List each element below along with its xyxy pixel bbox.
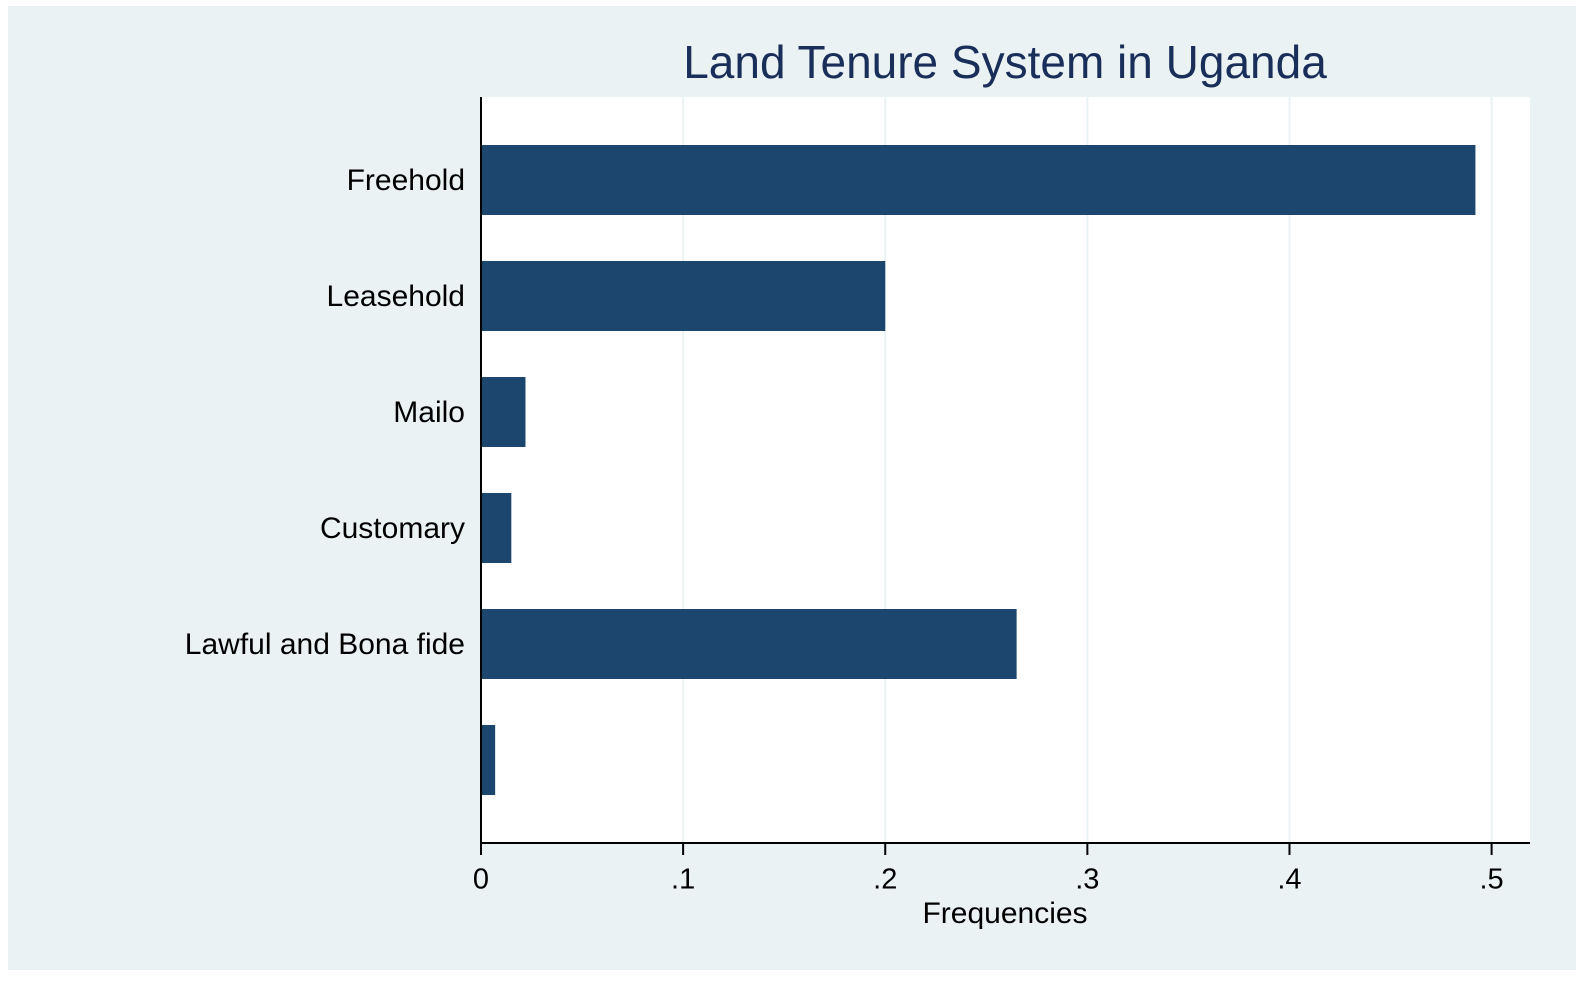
x-axis-label: Frequencies [922, 897, 1087, 930]
y-tick-label: Mailo [393, 396, 465, 429]
y-tick-label: Customary [320, 512, 465, 545]
x-tick-label: .1 [671, 864, 695, 896]
bar [481, 725, 496, 795]
bar [481, 145, 1476, 215]
x-tick-label: .3 [1075, 864, 1099, 896]
y-tick-label: Lawful and Bona fide [185, 628, 465, 661]
bar [481, 493, 512, 563]
bar [481, 609, 1017, 679]
x-tick-label: .2 [873, 864, 897, 896]
x-tick-label: .5 [1480, 864, 1504, 896]
y-tick-label: Leasehold [327, 280, 465, 313]
plot-area [481, 97, 1530, 843]
y-tick-label: Freehold [347, 164, 465, 197]
x-tick-label: 0 [473, 864, 489, 896]
bar [481, 261, 886, 331]
x-tick-label: .4 [1277, 864, 1301, 896]
chart-title: Land Tenure System in Uganda [683, 36, 1327, 88]
bar [481, 377, 526, 447]
